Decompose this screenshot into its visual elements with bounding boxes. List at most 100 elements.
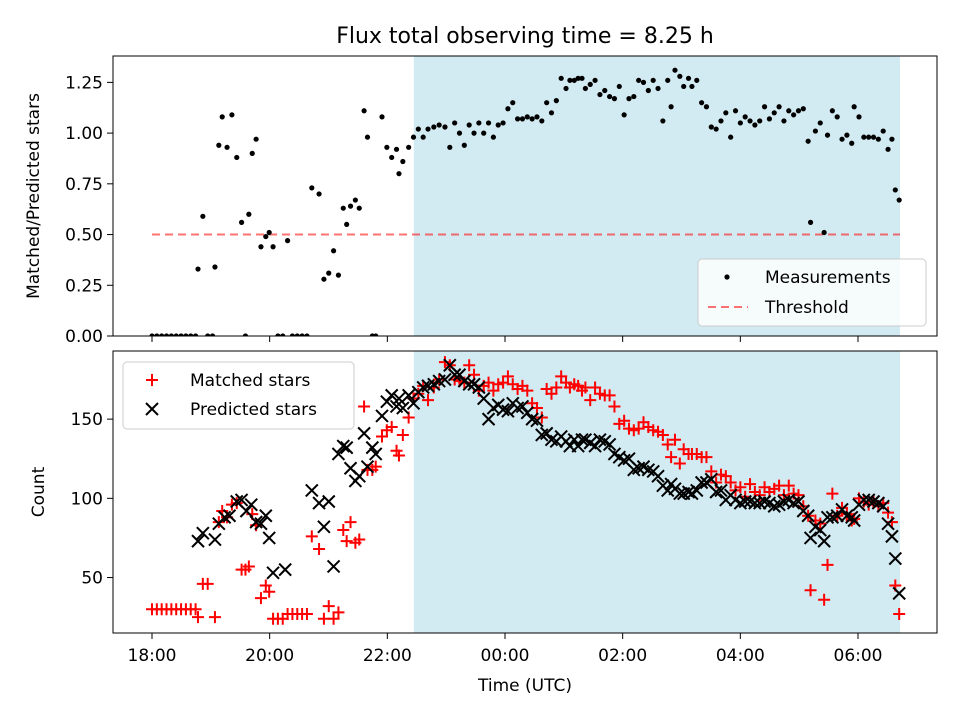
measurement-point [761,104,768,110]
predicted-star-point [866,494,881,509]
measurement-point [708,124,714,130]
matched-star-point [826,487,839,500]
measurement-point [270,244,276,250]
measurement-point [786,108,792,114]
measurement-point [892,187,898,193]
measurement-point [452,120,458,126]
predicted-star-point [835,502,849,517]
matched-star-point [893,607,906,620]
predicted-star-point [191,534,205,548]
measurement-point [839,136,845,142]
bottom-x-axis-label: Time (UTC) [477,676,572,696]
bottom-x-tick-label: 00:00 [481,646,530,666]
matched-star-point [300,607,313,620]
predicted-star-point [530,414,544,428]
matched-star-point [782,479,795,492]
predicted-star-point [690,483,704,498]
matched-star-point [327,612,340,625]
matched-star-point [192,611,205,624]
predicted-star-point [847,513,861,528]
measurement-point [742,114,748,120]
matched-star-point [501,370,514,383]
measurement-point [817,120,823,126]
measurement-point [183,333,189,336]
legend-predicted-label: Predicted stars [190,400,317,420]
legend-measurements-marker [724,274,730,280]
top-y-axis-ticks: 0.00 0.25 0.50 0.75 1.00 1.25 [65,73,113,347]
matched-star-point [603,389,616,402]
top-y-tick-label: 0.00 [65,327,103,347]
predicted-star-point [249,515,263,529]
matched-star-point [305,530,318,543]
predicted-star-point [588,439,602,453]
measurement-point [665,77,671,83]
measurement-point [766,116,773,122]
measurement-point [829,108,835,114]
predicted-star-point [803,531,818,545]
predicted-star-point [876,499,890,513]
matched-stars-points [146,356,906,625]
predicted-star-point [694,475,709,490]
measurement-point [856,114,862,120]
measurement-point [209,333,216,336]
measurement-point [249,150,255,156]
predicted-star-point [317,520,331,534]
bottom-legend-box [122,361,355,430]
predicted-star-point [510,401,525,415]
bottom-x-axis-ticks: 18:00 20:00 22:00 00:00 02:00 04:00 06:00 [128,633,883,666]
legend-matched-marker [146,374,158,386]
legend-measurements-label: Measurements [765,268,891,288]
top-y-tick-label: 0.50 [65,226,103,246]
measurement-point [694,77,700,83]
measurement-point [178,333,184,336]
bottom-x-tick-label: 20:00 [245,646,294,666]
matched-star-point [463,359,476,372]
predicted-star-point [539,426,554,441]
measurement-point [415,126,421,132]
predicted-star-point [278,562,292,577]
predicted-star-point [496,402,510,417]
measurement-point [849,140,855,146]
bottom-plot-frame [112,350,938,634]
predicted-star-point [641,463,656,477]
predicted-star-point [472,380,486,395]
predicted-star-point [861,493,876,507]
measurement-point [294,333,300,336]
predicted-star-point [244,497,258,512]
measurement-point [330,248,337,254]
measurement-point [195,266,201,272]
measurement-point [410,134,417,140]
measurement-point [149,333,155,336]
measurement-point [510,100,516,106]
measurement-point [154,333,160,336]
bottom-panel: 50 100 150 18:00 20:00 22:00 00:00 02:00 04:00 0… [29,350,938,696]
measurement-point [485,120,492,126]
measurement-point [242,333,249,336]
measurement-point [384,144,390,150]
predicted-star-point [515,399,530,414]
measurement-point [238,219,245,225]
predicted-star-point [840,509,854,523]
measurement-point [668,104,674,110]
measurement-point [266,229,272,236]
measurement-point [173,333,179,336]
matched-star-point [332,606,345,619]
predicted-star-point [525,412,539,426]
measurement-point [800,106,806,112]
measurement-point [861,134,867,140]
predicted-star-point [234,493,249,507]
predicted-star-point [447,368,462,382]
matched-star-point [353,533,366,546]
matched-star-point [263,585,276,598]
matched-star-point [661,438,674,451]
predicted-star-point [651,469,665,483]
top-panel: 0.00 0.25 0.50 0.75 1.00 1.25 Flux total obse… [24,24,938,347]
predicted-star-point [322,494,336,509]
measurement-point [703,104,710,110]
measurement-points [149,67,902,336]
measurement-point [611,96,618,102]
bottom-y-tick-label: 150 [71,410,103,430]
predicted-star-point [339,440,354,455]
matched-star-point [322,600,335,613]
